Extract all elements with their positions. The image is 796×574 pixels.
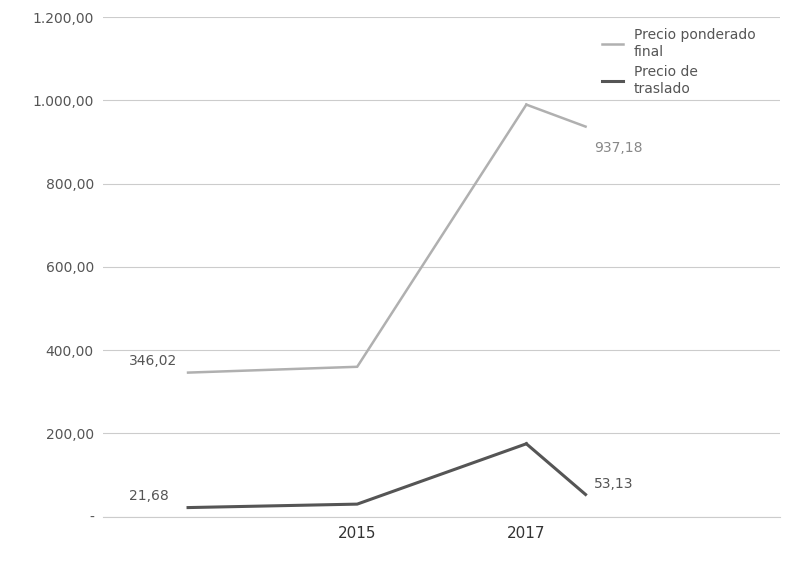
Precio de
traslado bbox=[353, 501, 362, 507]
Line: Precio de
traslado: Precio de traslado bbox=[188, 444, 526, 507]
Precio de
traslado bbox=[521, 440, 531, 447]
Precio ponderado
final bbox=[521, 101, 531, 108]
Precio ponderado
final bbox=[183, 369, 193, 376]
Text: 53,13: 53,13 bbox=[594, 477, 634, 491]
Text: 21,68: 21,68 bbox=[129, 489, 169, 503]
Text: 937,18: 937,18 bbox=[594, 141, 642, 154]
Legend: Precio ponderado
final, Precio de
traslado: Precio ponderado final, Precio de trasla… bbox=[598, 24, 759, 100]
Precio de
traslado bbox=[183, 504, 193, 511]
Text: 346,02: 346,02 bbox=[129, 354, 177, 368]
Precio ponderado
final bbox=[353, 363, 362, 370]
Line: Precio ponderado
final: Precio ponderado final bbox=[188, 104, 526, 373]
